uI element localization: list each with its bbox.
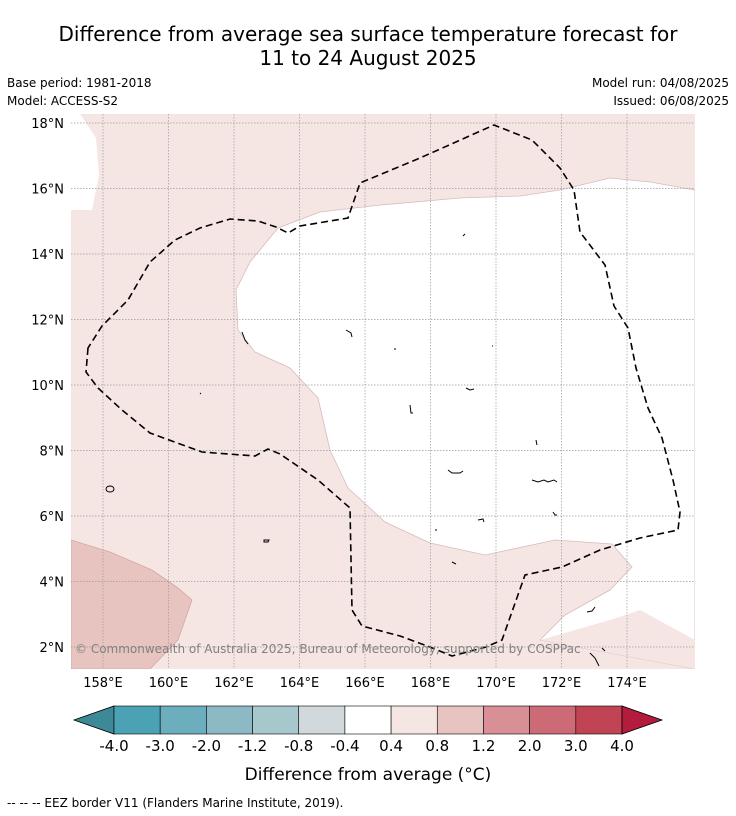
island [465, 387, 475, 391]
lat-label: 6°N [40, 510, 65, 525]
lon-label: 160°E [149, 676, 189, 691]
colorbar-tick-label: 1.2 [472, 737, 496, 755]
islands [105, 233, 606, 667]
lat-label: 4°N [40, 576, 65, 591]
colorbar-tick-label: -3.0 [146, 737, 175, 755]
colorbar-segment [298, 705, 346, 735]
lon-label: 158°E [83, 676, 123, 691]
colorbar-segment [252, 705, 300, 735]
lon-label: 174°E [607, 676, 647, 691]
model-name: Model: ACCESS-S2 [7, 94, 119, 108]
colorbar-segment [206, 705, 253, 735]
colorbar-tick-label: 2.0 [518, 737, 542, 755]
island [586, 606, 596, 613]
colorbar-segment [159, 705, 207, 735]
island [531, 479, 558, 483]
graticule [71, 114, 695, 669]
colorbar-tick-label: -0.8 [284, 737, 313, 755]
colorbar-tick-label: -4.0 [99, 737, 128, 755]
lon-label: 170°E [476, 676, 516, 691]
title-line-2: 11 to 24 August 2025 [259, 46, 477, 70]
colorbar-segment [390, 705, 438, 735]
eez-border [85, 124, 681, 657]
island [589, 652, 600, 667]
island [199, 392, 202, 395]
meta-right: Model run: 04/08/2025 Issued: 06/08/2025 [592, 74, 729, 110]
island [462, 233, 466, 237]
map-title: Difference from average sea surface temp… [0, 22, 736, 70]
colorbar-tick-label: 3.0 [564, 737, 588, 755]
island [409, 404, 413, 414]
copyright-text: © Commonwealth of Australia 2025, Bureau… [75, 642, 581, 656]
colorbar-extend-high [621, 705, 664, 735]
lon-label: 166°E [345, 676, 385, 691]
lon-label: 164°E [280, 676, 320, 691]
island [451, 561, 457, 565]
lat-label: 8°N [40, 445, 65, 460]
colorbar-segment [529, 705, 577, 735]
lat-label: 2°N [40, 641, 65, 656]
island [105, 485, 115, 493]
issued-date: Issued: 06/08/2025 [613, 94, 729, 108]
model-run: Model run: 04/08/2025 [591, 76, 729, 90]
anomaly-fill-0.8-1.2 [71, 539, 193, 669]
colorbar-segment [344, 705, 392, 735]
lat-label: 14°N [31, 248, 64, 263]
colorbar-tick-label: -2.0 [192, 737, 221, 755]
lon-label: 172°E [542, 676, 582, 691]
colorbar-segment [436, 705, 484, 735]
lon-label: 168°E [411, 676, 451, 691]
neutral-zone-northwest [71, 114, 99, 210]
title-line-1: Difference from average sea surface temp… [58, 22, 678, 46]
colorbar-segment [113, 705, 161, 735]
island [345, 329, 353, 338]
neutral-zone-central [235, 177, 695, 669]
colorbar-tick-label: -1.2 [238, 737, 267, 755]
eez-footnote: -- -- -- EEZ border V11 (Flanders Marine… [7, 796, 344, 810]
longitude-labels: 158°E 160°E 162°E 164°E 166°E 168°E 170°E 172°E… [83, 676, 647, 691]
island [447, 469, 464, 474]
colorbar-label: Difference from average (°C) [245, 765, 492, 785]
latitude-labels: 18°N 16°N 14°N 12°N 10°N 8°N 6°N 4°N 2°N [31, 117, 64, 656]
lat-label: 12°N [31, 314, 64, 329]
colorbar-tick-label: 0.4 [379, 737, 403, 755]
lat-label: 10°N [31, 379, 64, 394]
lon-label: 162°E [214, 676, 254, 691]
map-plot-area: © Commonwealth of Australia 2025, Bureau… [71, 114, 695, 669]
island [477, 518, 485, 523]
colorbar-segment [575, 705, 623, 735]
anomaly-fill-southeast [540, 610, 695, 669]
meta-left: Base period: 1981-2018 Model: ACCESS-S2 [7, 74, 152, 110]
colorbar-tick-label: -0.4 [330, 737, 359, 755]
colorbar: -4.0 -3.0 -2.0 -1.2 -0.8 -0.4 0.4 0.8 1.2 2.0 3.0 4… [72, 705, 664, 755]
island [241, 331, 249, 345]
colorbar-segment [483, 705, 530, 735]
base-period: Base period: 1981-2018 [7, 76, 152, 90]
lat-label: 18°N [31, 117, 64, 132]
colorbar-extend-low [72, 705, 115, 735]
island [263, 539, 270, 543]
island [535, 439, 538, 446]
island [552, 511, 557, 516]
lat-label: 16°N [31, 183, 64, 198]
island [601, 647, 606, 652]
colorbar-tick-label: 4.0 [610, 737, 634, 755]
colorbar-tick-label: 0.8 [425, 737, 449, 755]
